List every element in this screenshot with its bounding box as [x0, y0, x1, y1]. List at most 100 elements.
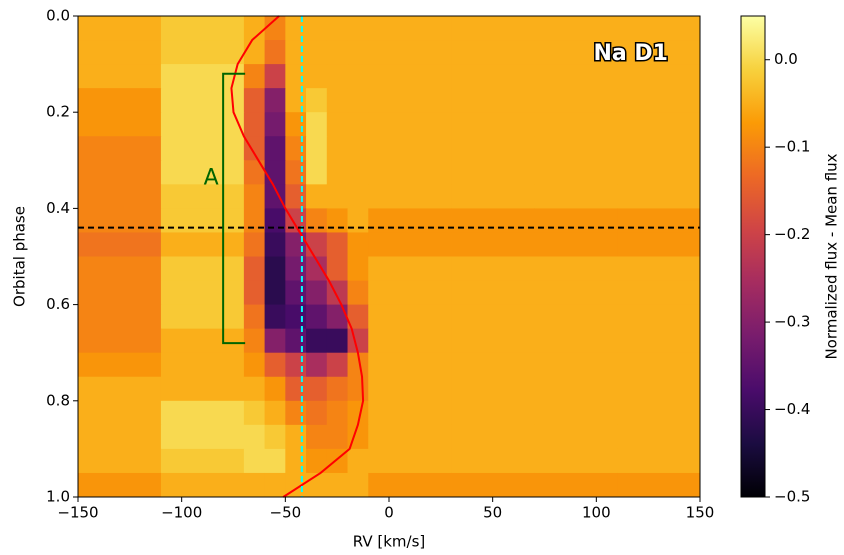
heatmap-cell: [617, 448, 701, 474]
heatmap-cell: [264, 64, 286, 89]
heatmap-cell: [243, 256, 266, 282]
heatmap-cell: [534, 328, 618, 354]
heatmap-cell: [534, 232, 618, 257]
heatmap-cell: [347, 16, 369, 41]
heatmap-cell: [347, 160, 369, 185]
heatmap-cell: [160, 304, 245, 330]
heatmap-cell: [617, 352, 701, 378]
heatmap-cell: [285, 400, 307, 426]
heatmap-cell: [617, 304, 701, 330]
heatmap-cell: [534, 424, 618, 450]
heatmap-cell: [347, 112, 369, 137]
colorbar: [740, 15, 766, 498]
heatmap-cell: [160, 448, 245, 474]
heatmap-cell: [368, 88, 452, 113]
heatmap-cell: [617, 424, 701, 450]
heatmap-cell: [264, 184, 286, 209]
heatmap-cell: [326, 88, 349, 113]
heatmap-cell: [160, 256, 245, 282]
heatmap-cell: [264, 256, 286, 282]
heatmap-cell: [243, 424, 266, 450]
y-tick-label: 0.0: [46, 7, 70, 25]
heatmap-cell: [78, 424, 162, 450]
y-tick-label: 0.8: [46, 391, 70, 409]
heatmap-cell: [160, 328, 245, 354]
heatmap-cell: [368, 280, 452, 306]
heatmap-cell: [617, 472, 701, 498]
heatmap-cell: [534, 280, 618, 306]
colorbar-tick-label: 0.0: [774, 50, 798, 68]
heatmap-cell: [451, 376, 535, 402]
heatmap-cell: [78, 232, 162, 257]
x-tick-label: 100: [582, 504, 611, 522]
heatmap-cell: [534, 400, 618, 426]
heatmap-cell: [326, 184, 349, 209]
heatmap-cell: [617, 328, 701, 354]
heatmap-cell: [617, 232, 701, 257]
heatmap-cell: [243, 376, 266, 402]
heatmap-cell: [78, 376, 162, 402]
heatmap-cell: [306, 280, 328, 306]
heatmap-cell: [243, 136, 266, 161]
heatmap-cell: [264, 424, 286, 450]
heatmap-cell: [451, 40, 535, 65]
heatmap-cell: [243, 160, 266, 185]
heatmap-cell: [534, 448, 618, 474]
heatmap-cell: [326, 256, 349, 282]
heatmap-cell: [617, 184, 701, 209]
heatmap-cell: [160, 112, 245, 137]
heatmap-cell: [534, 376, 618, 402]
heatmap-cell: [617, 280, 701, 306]
heatmap-cell: [347, 328, 369, 354]
heatmap-cell: [347, 424, 369, 450]
x-axis-label: RV [km/s]: [353, 533, 426, 551]
heatmap-cell: [326, 352, 349, 378]
heatmap-cell: [617, 400, 701, 426]
heatmap-cell: [534, 352, 618, 378]
heatmap-cell: [264, 448, 286, 474]
heatmap-cell: [160, 424, 245, 450]
y-tick-label: 0.6: [46, 295, 70, 313]
colorbar-tick-label: −0.2: [774, 225, 810, 243]
colorbar-label: Normalized flux - Mean flux: [823, 153, 841, 359]
heatmap-cell: [243, 64, 266, 89]
heatmap-cell: [534, 136, 618, 161]
heatmap-cell: [451, 88, 535, 113]
heatmap-cell: [451, 64, 535, 89]
heatmap-cell: [264, 88, 286, 113]
heatmap-cell: [243, 328, 266, 354]
heatmap-cell: [306, 88, 328, 113]
heatmap-cell: [617, 256, 701, 282]
heatmap-cell: [264, 304, 286, 330]
heatmap-cell: [243, 184, 266, 209]
heatmap-cell: [264, 16, 286, 41]
heatmap-cell: [160, 352, 245, 378]
heatmap-cell: [285, 328, 307, 354]
x-tick-label: −100: [161, 504, 202, 522]
heatmap-cell: [326, 472, 349, 498]
heatmap-cell: [326, 208, 349, 233]
heatmap-cell: [368, 136, 452, 161]
heatmap-cell: [368, 112, 452, 137]
x-tick-label: 50: [483, 504, 502, 522]
heatmap-cell: [368, 232, 452, 257]
heatmap-cell: [451, 280, 535, 306]
heatmap-cell: [306, 424, 328, 450]
heatmap-cell: [78, 40, 162, 65]
heatmap-cell: [368, 352, 452, 378]
heatmap-cell: [306, 184, 328, 209]
heatmap-cell: [326, 376, 349, 402]
heatmap-cell: [326, 112, 349, 137]
heatmap-cell: [243, 232, 266, 257]
heatmap-cell: [78, 112, 162, 137]
heatmap-cell: [160, 280, 245, 306]
heatmap-cell: [285, 136, 307, 161]
heatmap-cell: [534, 256, 618, 282]
heatmap-cell: [534, 40, 618, 65]
heatmap-cell: [326, 160, 349, 185]
heatmap-cell: [368, 208, 452, 233]
heatmap-cell: [78, 16, 162, 41]
heatmap-cell: [306, 160, 328, 185]
heatmap-cell: [285, 232, 307, 257]
heatmap-cell: [306, 400, 328, 426]
